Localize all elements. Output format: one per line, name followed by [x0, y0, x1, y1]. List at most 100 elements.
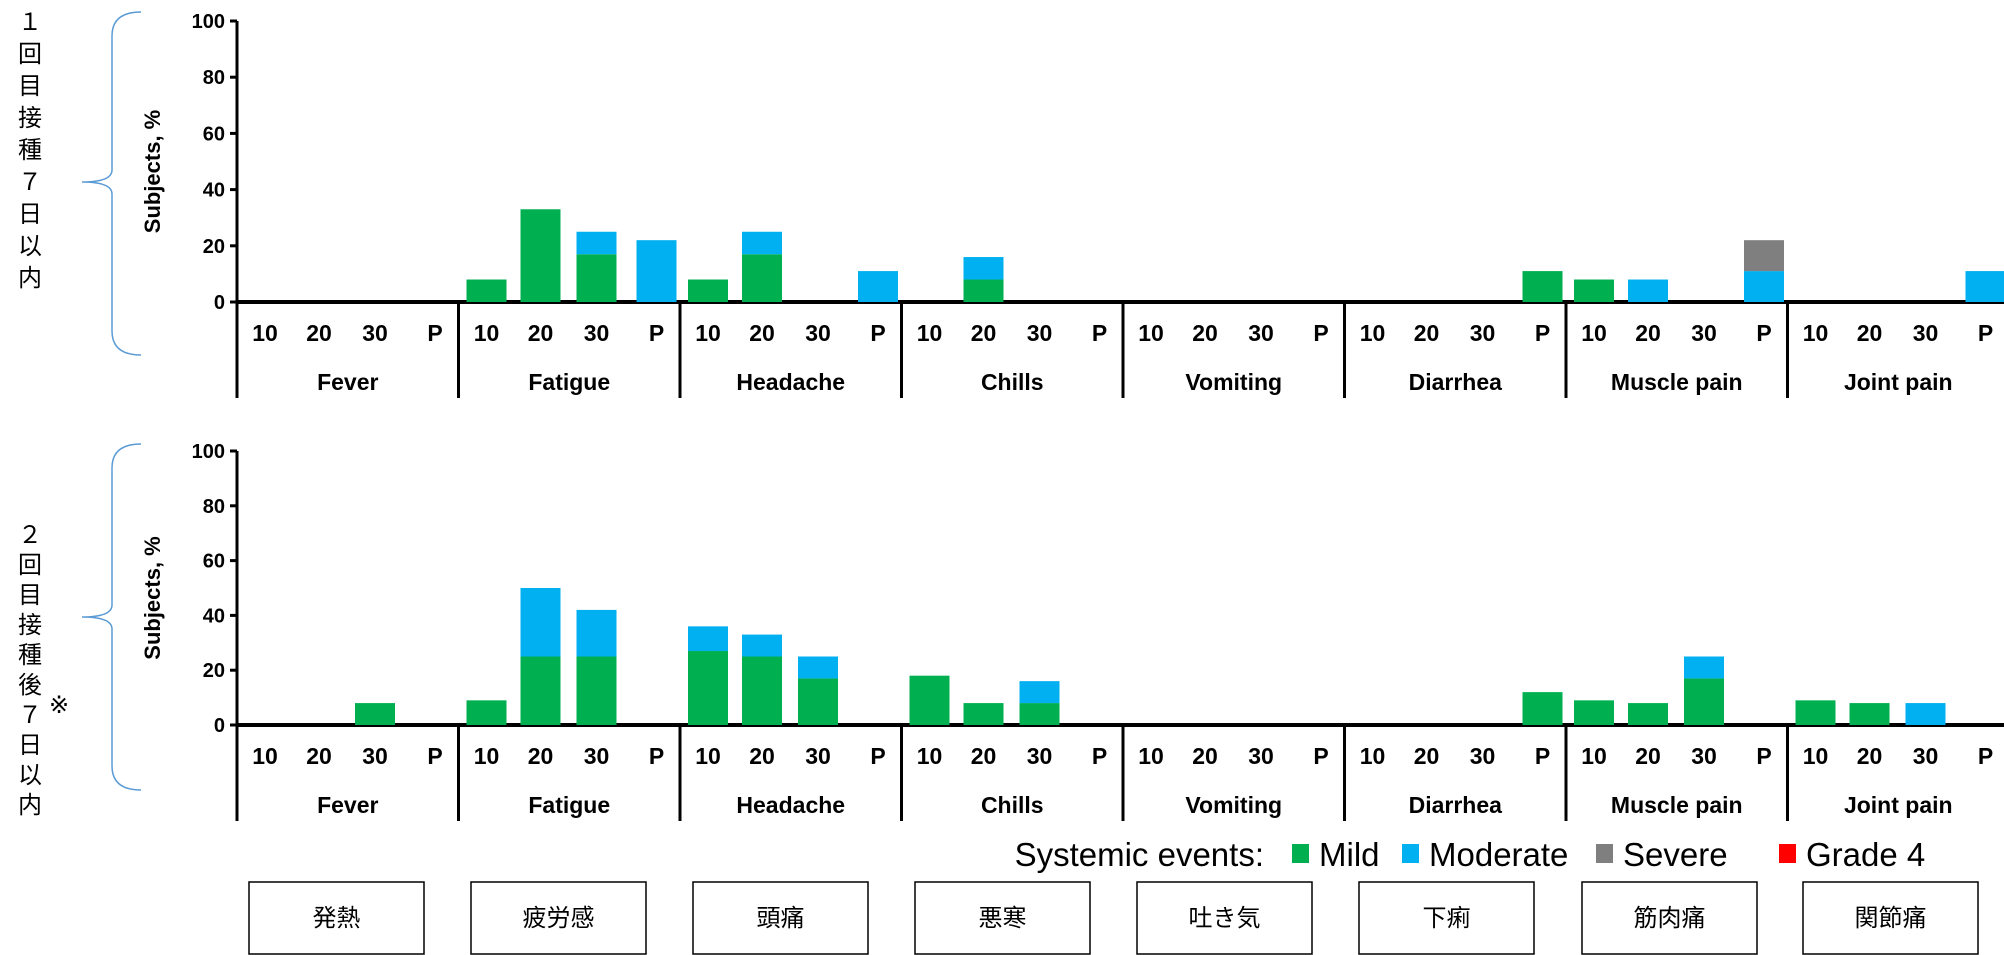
dose-tick-label: 20 — [528, 320, 554, 346]
side-label-char: 後 — [18, 671, 42, 699]
dose-tick-label: 30 — [1470, 320, 1496, 346]
dose-tick-label: P — [1978, 743, 1993, 769]
jp-group-label: 下痢 — [1423, 904, 1471, 932]
group-label: Vomiting — [1185, 369, 1282, 395]
jp-group-box — [1136, 881, 1313, 955]
dose-tick-label: 10 — [474, 743, 500, 769]
bar-mild — [1684, 678, 1724, 725]
side-label-char: 内 — [18, 264, 42, 292]
side-label-char: 日 — [18, 200, 42, 228]
dose-tick-label: P — [649, 320, 664, 346]
dose-tick-label: 20 — [528, 743, 554, 769]
legend-title: Systemic events: — [1015, 836, 1264, 873]
group-label: Fever — [317, 792, 378, 818]
bar-mild — [1574, 279, 1614, 302]
bar-moderate — [742, 634, 782, 657]
group-label: Fatigue — [528, 792, 610, 818]
side-label-char: 以 — [18, 761, 42, 789]
dose-tick-label: 30 — [1913, 743, 1939, 769]
bar-moderate — [636, 240, 677, 302]
bar-mild — [576, 656, 617, 725]
dose-tick-label: P — [427, 743, 442, 769]
bar-moderate — [1019, 681, 1060, 704]
y-tick-label: 100 — [192, 11, 225, 33]
group-label: Chills — [981, 792, 1044, 818]
dose-tick-label: 30 — [362, 743, 388, 769]
jp-group-label: 頭痛 — [757, 904, 805, 932]
dose-tick-label: 10 — [917, 743, 943, 769]
bar-moderate — [576, 231, 617, 255]
side-label-char: 種 — [18, 136, 42, 164]
jp-group-box — [1358, 881, 1535, 955]
side-label-char: ２ — [18, 521, 42, 549]
group-label: Joint pain — [1844, 792, 1953, 818]
y-tick-label: 0 — [214, 292, 225, 314]
side-label-char: 以 — [18, 232, 42, 260]
group-label: Joint pain — [1844, 369, 1953, 395]
chart-panel-2 — [81, 443, 2004, 821]
bracket — [81, 11, 142, 356]
dose-tick-label: 20 — [749, 320, 775, 346]
group-label: Headache — [736, 792, 845, 818]
group-label: Fever — [317, 369, 378, 395]
dose-tick-label: 10 — [695, 743, 721, 769]
dose-tick-label: P — [427, 320, 442, 346]
dose-tick-label: 10 — [252, 320, 278, 346]
dose-tick-label: P — [1756, 743, 1771, 769]
jp-group-label: 疲労感 — [523, 904, 595, 932]
dose-tick-label: 10 — [1138, 320, 1164, 346]
dose-tick-label: P — [1978, 320, 1993, 346]
dose-tick-label: 20 — [1414, 743, 1440, 769]
group-label: Muscle pain — [1611, 369, 1743, 395]
bar-moderate — [1965, 271, 2004, 302]
dose-tick-label: 10 — [1581, 743, 1607, 769]
y-tick-label: 20 — [203, 236, 225, 258]
bar-mild — [1849, 703, 1890, 725]
dose-tick-label: 10 — [1360, 320, 1386, 346]
bar-moderate — [1744, 271, 1784, 302]
dose-tick-label: 20 — [1414, 320, 1440, 346]
dose-tick-label: P — [1535, 320, 1550, 346]
bar-mild — [1795, 700, 1836, 725]
dose-tick-label: P — [1092, 743, 1107, 769]
dose-tick-label: P — [649, 743, 664, 769]
bar-mild — [1522, 692, 1563, 725]
legend-label: Mild — [1319, 836, 1380, 873]
bar-moderate — [798, 656, 838, 679]
dose-tick-label: 30 — [1691, 743, 1717, 769]
dose-tick-label: 20 — [1192, 320, 1218, 346]
bar-moderate — [963, 257, 1004, 280]
dose-tick-label: 10 — [1581, 320, 1607, 346]
y-tick-label: 40 — [203, 605, 225, 627]
bar-mild — [1628, 703, 1668, 725]
dose-tick-label: 30 — [805, 320, 831, 346]
dose-tick-label: P — [870, 743, 885, 769]
dose-tick-label: 10 — [1803, 320, 1829, 346]
dose-tick-label: P — [1313, 743, 1328, 769]
bar-moderate — [520, 588, 561, 657]
jp-group-box — [1802, 881, 1979, 955]
dose-tick-label: 30 — [1248, 320, 1274, 346]
legend-swatch-mild — [1292, 844, 1309, 863]
bar-mild — [742, 254, 782, 302]
side-label-char: ７ — [18, 701, 42, 729]
dose-tick-label: P — [1313, 320, 1328, 346]
dose-tick-label: 10 — [917, 320, 943, 346]
bar-mild — [963, 703, 1004, 725]
jp-group-label: 発熱 — [313, 904, 361, 932]
y-tick-label: 40 — [203, 180, 225, 202]
dose-tick-label: 30 — [584, 743, 610, 769]
group-label: Fatigue — [528, 369, 610, 395]
side-label-char: 内 — [18, 791, 42, 819]
bar-mild — [1522, 271, 1563, 302]
y-tick-label: 80 — [203, 67, 225, 89]
bar-mild — [1019, 703, 1060, 725]
dose-tick-label: 10 — [1360, 743, 1386, 769]
jp-group-box — [1581, 881, 1758, 955]
dose-tick-label: 30 — [1691, 320, 1717, 346]
dose-tick-label: 20 — [971, 743, 997, 769]
side-label-char: 目 — [18, 72, 42, 100]
jp-group-label: 筋肉痛 — [1634, 904, 1706, 932]
side-label-char: 接 — [18, 104, 42, 132]
bar-moderate — [858, 271, 898, 302]
